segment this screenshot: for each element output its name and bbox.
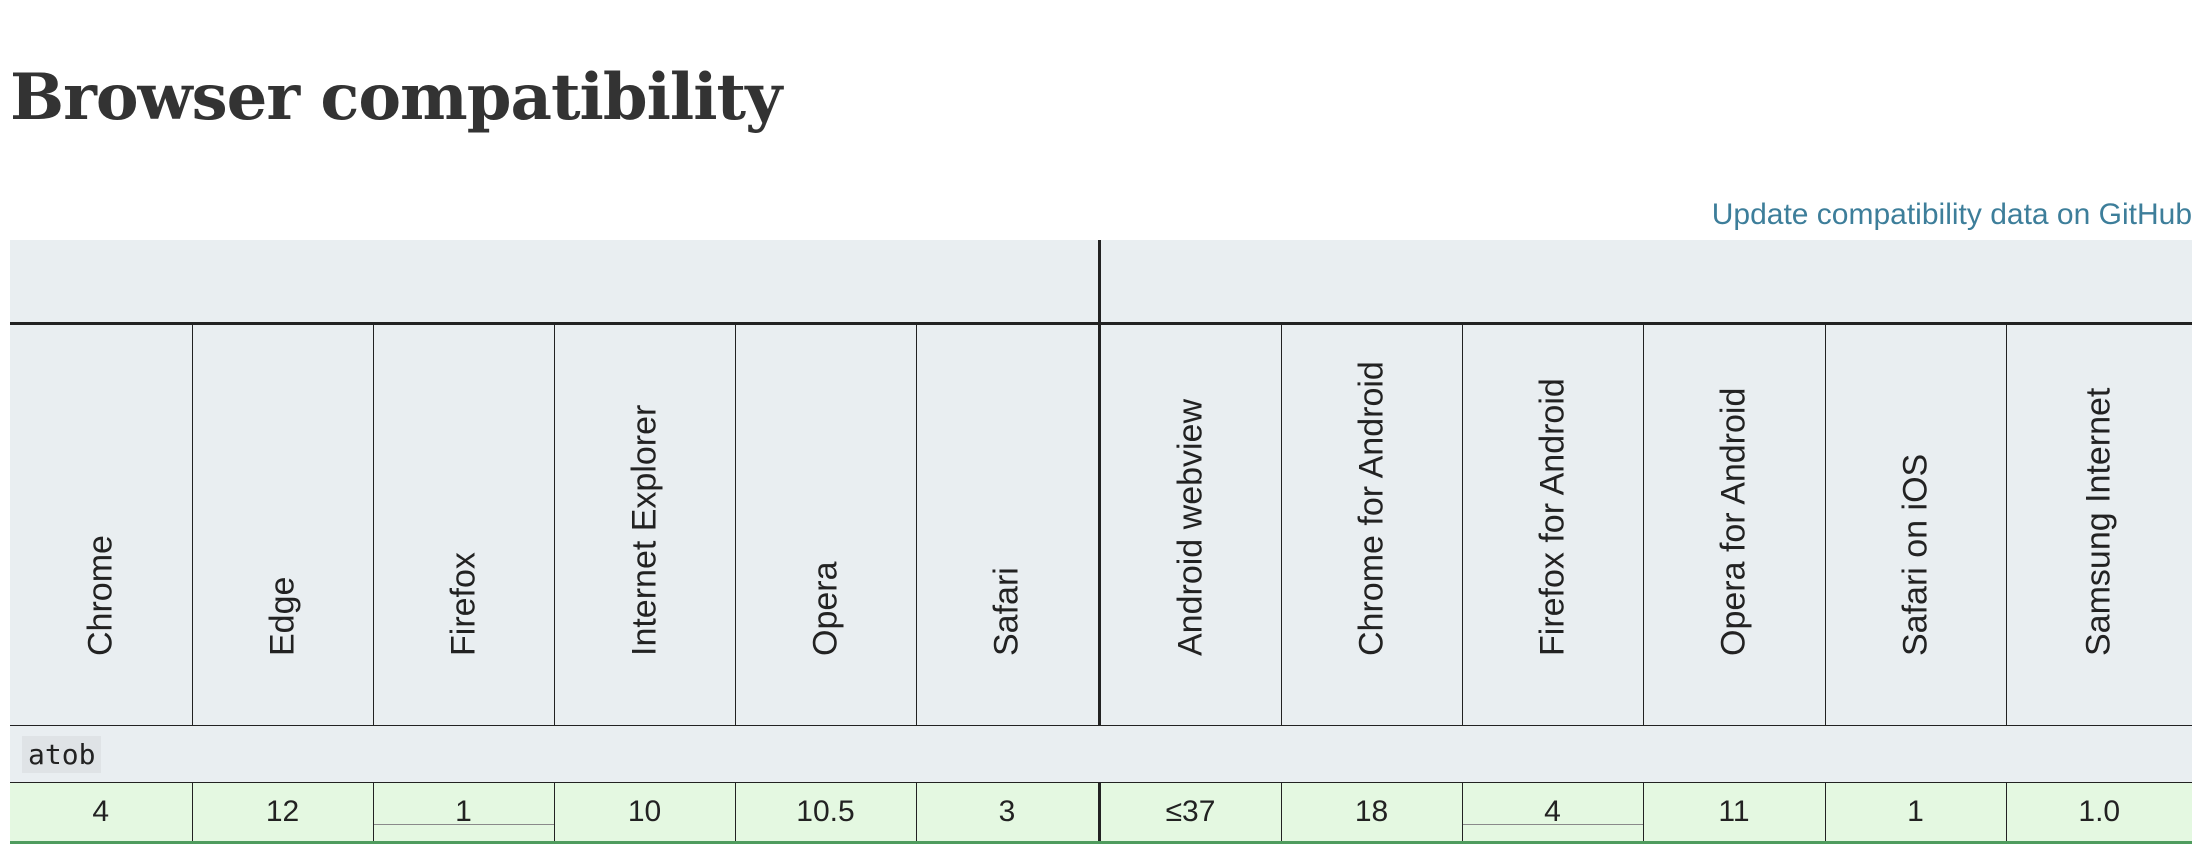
browser-header-opera-android: Opera for Android bbox=[1643, 323, 1826, 726]
support-cell-safari[interactable]: 3 bbox=[916, 782, 1101, 844]
browser-header-firefox-android: Firefox for Android bbox=[1462, 323, 1644, 726]
platform-mobile bbox=[1099, 240, 2192, 325]
browser-label: Android webview bbox=[1171, 398, 1209, 656]
feature-row: atob bbox=[10, 725, 2192, 783]
support-cell-edge[interactable]: 12 bbox=[192, 782, 374, 844]
support-cell-opera-android[interactable]: 11 bbox=[1643, 782, 1826, 844]
browser-label: Internet Explorer bbox=[625, 404, 663, 656]
browser-header-opera: Opera bbox=[735, 323, 917, 726]
browser-header-safari: Safari bbox=[916, 323, 1101, 726]
browser-label: Firefox bbox=[444, 552, 482, 656]
support-cell-chrome-android[interactable]: 18 bbox=[1281, 782, 1463, 844]
browser-label: Edge bbox=[263, 576, 301, 656]
browser-row: Chrome Edge Firefox Internet Explorer Op… bbox=[10, 323, 2192, 726]
support-cell-firefox-android[interactable]: 4 bbox=[1462, 782, 1644, 844]
support-row: 4 12 1 10 10.5 3 ≤37 18 4 11 1 1.0 bbox=[10, 782, 2192, 844]
browser-header-safari-ios: Safari on iOS bbox=[1825, 323, 2007, 726]
support-cell-ie[interactable]: 10 bbox=[554, 782, 736, 844]
compat-table: Chrome Edge Firefox Internet Explorer Op… bbox=[10, 240, 2192, 844]
browser-label: Chrome for Android bbox=[1352, 361, 1390, 656]
support-cell-opera[interactable]: 10.5 bbox=[735, 782, 917, 844]
support-cell-chrome[interactable]: 4 bbox=[10, 782, 193, 844]
browser-header-chrome: Chrome bbox=[10, 323, 193, 726]
browser-label: Samsung Internet bbox=[2079, 387, 2118, 656]
support-cell-firefox[interactable]: 1 bbox=[373, 782, 555, 844]
feature-name-cell: atob bbox=[10, 725, 2192, 783]
browser-header-android-webview: Android webview bbox=[1099, 323, 1282, 726]
browser-label: Safari bbox=[987, 567, 1026, 656]
support-cell-android-webview[interactable]: ≤37 bbox=[1099, 782, 1282, 844]
feature-name: atob bbox=[22, 735, 102, 773]
browser-label: Opera bbox=[806, 561, 844, 657]
browser-header-samsung-internet: Samsung Internet bbox=[2006, 323, 2192, 726]
support-cell-samsung-internet[interactable]: 1.0 bbox=[2006, 782, 2192, 844]
browser-header-firefox: Firefox bbox=[373, 323, 555, 726]
browser-header-edge: Edge bbox=[192, 323, 374, 726]
browser-header-ie: Internet Explorer bbox=[554, 323, 736, 726]
support-cell-safari-ios[interactable]: 1 bbox=[1825, 782, 2007, 844]
update-compat-data-link[interactable]: Update compatibility data on GitHub bbox=[1711, 198, 2192, 231]
browser-label: Firefox for Android bbox=[1533, 378, 1571, 656]
browser-label: Opera for Android bbox=[1714, 387, 1753, 656]
platform-desktop bbox=[10, 240, 1101, 325]
browser-label: Safari on iOS bbox=[1896, 453, 1934, 656]
platform-row bbox=[10, 240, 2192, 325]
browser-header-chrome-android: Chrome for Android bbox=[1281, 323, 1463, 726]
browser-label: Chrome bbox=[81, 535, 120, 656]
page-title: Browser compatibility bbox=[10, 60, 782, 135]
